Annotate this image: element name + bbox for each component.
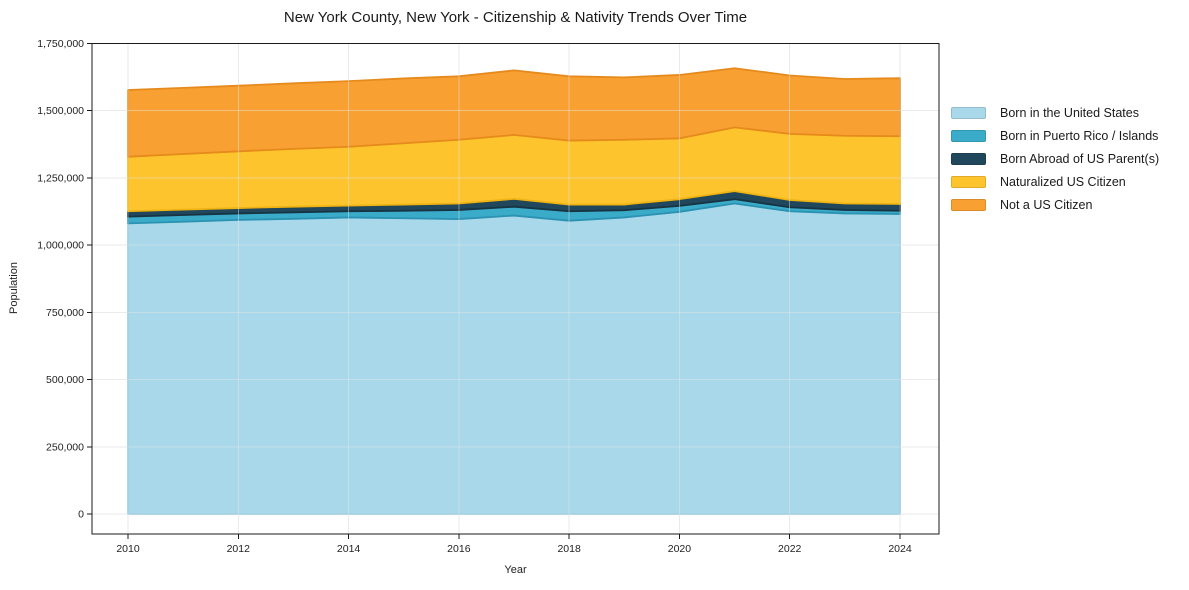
legend-item-born-us: Born in the United States (951, 101, 1159, 124)
y-tick-label: 750,000 (46, 307, 84, 319)
legend-swatch-puerto-rico (951, 129, 986, 142)
x-tick-label: 2016 (447, 543, 471, 555)
x-tick-label: 2022 (778, 543, 802, 555)
y-tick-label: 0 (78, 509, 84, 521)
legend-item-puerto-rico: Born in Puerto Rico / Islands (951, 124, 1159, 147)
legend-item-born-abroad: Born Abroad of US Parent(s) (951, 147, 1159, 170)
y-tick-label: 1,750,000 (37, 38, 84, 50)
y-axis-label: Population (8, 262, 20, 314)
legend: Born in the United States Born in Puerto… (951, 101, 1159, 216)
legend-label: Naturalized US Citizen (1000, 174, 1126, 189)
x-tick-label: 2014 (337, 543, 361, 555)
x-tick-label: 2010 (116, 543, 140, 555)
y-tick-label: 250,000 (46, 441, 84, 453)
y-tick-label: 1,250,000 (37, 172, 84, 184)
legend-swatch-born-us (951, 106, 986, 119)
legend-label: Not a US Citizen (1000, 197, 1093, 212)
y-tick-label: 500,000 (46, 374, 84, 386)
x-axis-label: Year (504, 564, 527, 576)
legend-label: Born in Puerto Rico / Islands (1000, 128, 1159, 143)
legend-label: Born in the United States (1000, 105, 1139, 120)
legend-item-naturalized: Naturalized US Citizen (951, 170, 1159, 193)
area-series-0 (127, 202, 901, 515)
y-tick-label: 1,000,000 (37, 240, 84, 252)
plot-border (91, 42, 940, 535)
x-tick-label: 2012 (227, 543, 251, 555)
legend-swatch-not-citizen (951, 198, 986, 211)
legend-swatch-naturalized (951, 175, 986, 188)
y-tick-label: 1,500,000 (37, 105, 84, 117)
chart-title: New York County, New York - Citizenship … (283, 9, 748, 26)
x-tick-label: 2020 (668, 543, 692, 555)
legend-swatch-born-abroad (951, 152, 986, 165)
legend-item-not-citizen: Not a US Citizen (951, 193, 1159, 216)
area-series-4 (127, 67, 901, 158)
legend-label: Born Abroad of US Parent(s) (1000, 151, 1160, 166)
x-tick-label: 2024 (888, 543, 912, 555)
x-tick-label: 2018 (557, 543, 581, 555)
